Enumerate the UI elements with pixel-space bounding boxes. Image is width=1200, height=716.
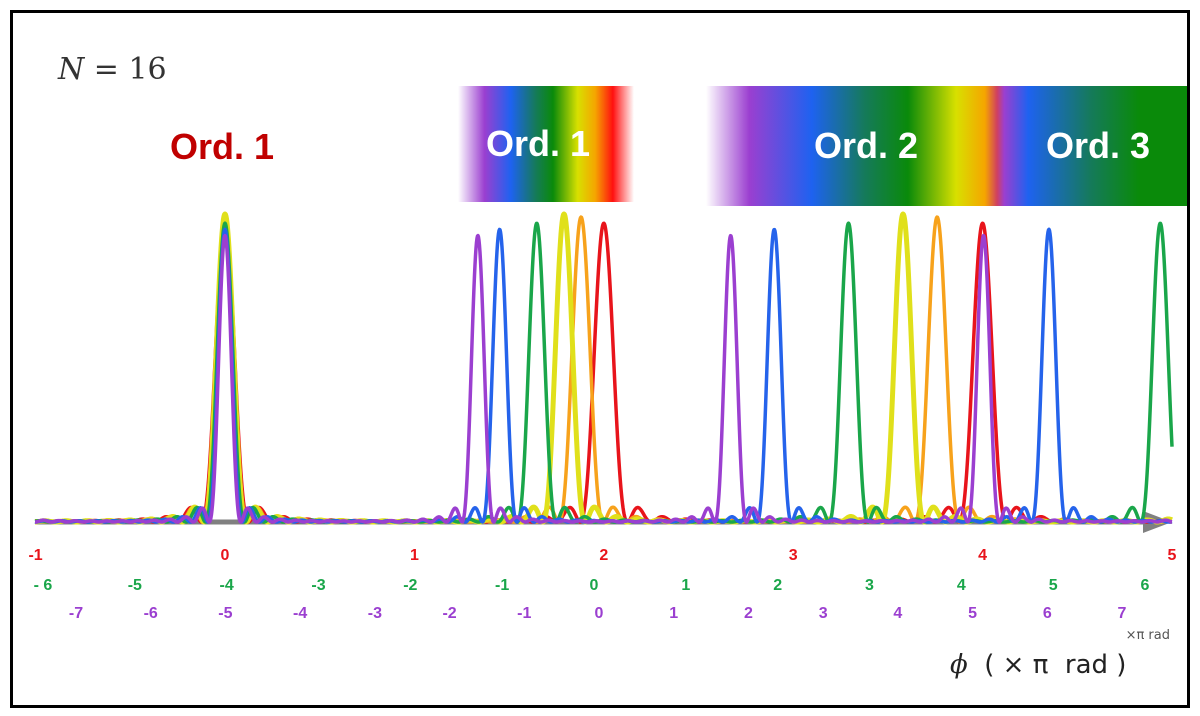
intensity-curve-yellow	[33, 211, 1174, 525]
axis-title: ϕ ( × π rad )	[950, 650, 1126, 680]
order-1-label: Ord. 1	[486, 123, 591, 164]
tick-label-purple: -6	[144, 605, 158, 622]
x-axis-unit: ×π rad	[1125, 628, 1170, 643]
order-2-label: Ord. 2	[814, 125, 919, 166]
tick-label-purple: -2	[442, 605, 456, 622]
tick-label-purple: -4	[293, 605, 307, 622]
intensity-curve-red	[33, 221, 1174, 524]
tick-label-purple: -7	[69, 605, 83, 622]
tick-label-purple: 2	[744, 605, 753, 622]
tick-label-purple: 4	[893, 605, 902, 622]
tick-label-green: -2	[403, 577, 417, 594]
tick-label-purple: 1	[669, 605, 678, 622]
tick-label-purple: 5	[968, 605, 977, 622]
tick-label-red: 1	[410, 547, 419, 564]
axis-unit: ( × π rad )	[967, 650, 1127, 680]
tick-label-purple: 3	[819, 605, 828, 622]
n-symbol: N	[58, 52, 85, 87]
tick-label-green: -5	[128, 577, 142, 594]
tick-label-green: 5	[1049, 577, 1058, 594]
tick-label-green: - 6	[34, 577, 53, 594]
spectrum-band-order-1: Ord. 1	[458, 86, 634, 202]
tick-label-red: 5	[1168, 547, 1177, 564]
tick-label-purple: -3	[368, 605, 382, 622]
tick-label-red: 3	[789, 547, 798, 564]
phi-symbol: ϕ	[950, 650, 968, 680]
tick-label-green: 3	[865, 577, 874, 594]
tick-label-green: -3	[311, 577, 325, 594]
tick-label-red: 0	[221, 547, 230, 564]
tick-label-purple: -5	[218, 605, 232, 622]
tick-label-purple: 6	[1043, 605, 1052, 622]
tick-label-green: 0	[590, 577, 599, 594]
tick-label-green: 2	[773, 577, 782, 594]
spectrum-band-order-2-3: Ord. 2 Ord. 3	[706, 86, 1187, 206]
tick-label-purple: 7	[1118, 605, 1127, 622]
intensity-curve-blue	[33, 227, 1174, 524]
intensity-curve-purple	[33, 233, 1174, 524]
tick-label-red: 2	[599, 547, 608, 564]
n-value: = 16	[84, 52, 167, 87]
figure-frame	[10, 10, 1190, 708]
n-label: N = 16	[58, 52, 167, 87]
tick-label-purple: -1	[517, 605, 531, 622]
intensity-curve-green	[33, 221, 1174, 524]
tick-label-green: -4	[220, 577, 234, 594]
order-3-label: Ord. 3	[1046, 125, 1151, 166]
tick-label-green: -1	[495, 577, 509, 594]
tick-label-green: 1	[681, 577, 690, 594]
tick-label-green: 4	[957, 577, 966, 594]
tick-label-purple: 0	[595, 605, 604, 622]
tick-label-red: 4	[978, 547, 987, 564]
tick-label-red: -1	[28, 547, 42, 564]
intensity-curve-orange	[33, 215, 1174, 524]
order-1-label-red: Ord. 1	[170, 126, 275, 167]
tick-label-green: 6	[1141, 577, 1150, 594]
